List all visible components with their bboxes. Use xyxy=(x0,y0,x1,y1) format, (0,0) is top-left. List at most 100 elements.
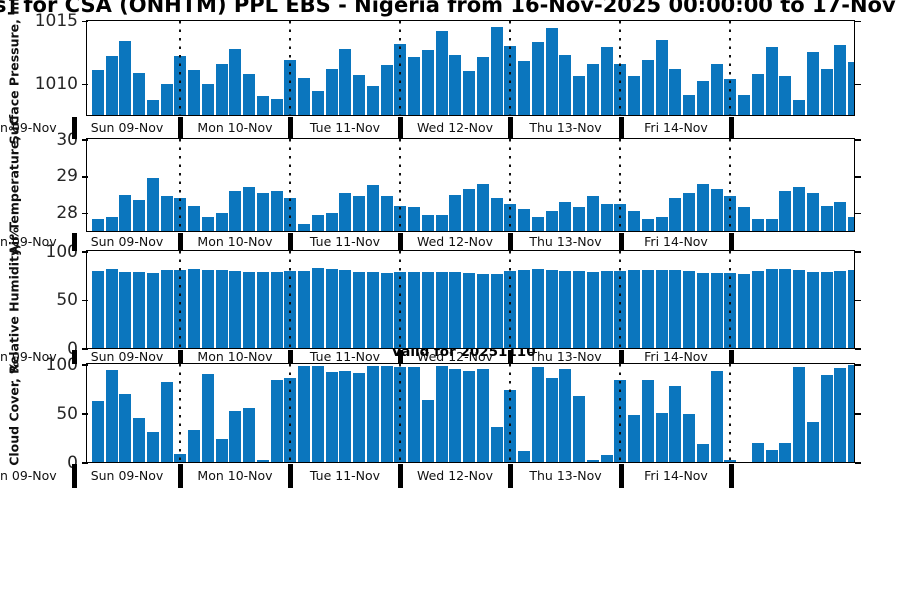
bar xyxy=(133,418,146,463)
y-tick-label: 50 xyxy=(56,290,78,310)
bar xyxy=(325,212,338,232)
bar xyxy=(779,268,792,349)
bar xyxy=(449,54,462,116)
bar xyxy=(518,61,531,116)
bar xyxy=(559,270,572,349)
y-tick-mark xyxy=(855,176,861,178)
bar xyxy=(545,211,558,232)
y-tick-label: 0 xyxy=(67,452,78,473)
day-separator-tick xyxy=(618,464,624,488)
day-separator-tick xyxy=(618,233,624,251)
bar xyxy=(91,400,104,463)
bar xyxy=(573,76,586,116)
x-axis-clipped-day-label: n 09-Nov xyxy=(0,349,57,364)
x-axis-day-label: Fri 14-Nov xyxy=(644,234,708,249)
day-separator-tick xyxy=(287,117,293,139)
bar xyxy=(201,374,214,463)
day-boundary-line xyxy=(289,364,292,463)
bar xyxy=(490,427,503,463)
x-axis-day-label: Mon 10-Nov xyxy=(197,468,273,483)
bar xyxy=(834,201,847,232)
bar xyxy=(696,183,709,232)
bar xyxy=(449,194,462,232)
bar xyxy=(531,367,544,463)
y-tick-mark xyxy=(82,462,88,464)
bar xyxy=(793,269,806,349)
bar xyxy=(848,269,855,349)
bar xyxy=(105,216,118,232)
bar xyxy=(793,187,806,232)
bar xyxy=(738,95,751,116)
bar xyxy=(683,270,696,349)
bar xyxy=(765,47,778,116)
y-tick-mark xyxy=(82,20,88,23)
x-axis-day-label: Wed 12-Nov xyxy=(416,120,494,135)
day-separator-tick xyxy=(507,117,513,139)
bar xyxy=(353,271,366,349)
bar xyxy=(655,216,668,232)
day-separator-tick xyxy=(618,350,624,364)
day-separator-tick xyxy=(177,350,183,364)
bar xyxy=(476,183,489,232)
y-tick-mark xyxy=(855,299,861,302)
bar xyxy=(751,442,764,463)
bar xyxy=(215,269,228,349)
x-axis-day-label: Sun 09-Nov xyxy=(90,468,164,483)
y-tick-mark xyxy=(855,348,861,350)
x-axis-day-label: Thu 13-Nov xyxy=(529,349,602,364)
bar xyxy=(366,366,379,463)
bar xyxy=(435,30,448,116)
bar xyxy=(256,192,269,232)
day-boundary-line xyxy=(509,20,512,116)
day-boundary-line xyxy=(619,139,622,232)
bar xyxy=(820,375,833,463)
figure-title: s] for CSA (ONHTM) PPL EBS - Nigeria fro… xyxy=(0,0,896,17)
bar xyxy=(779,190,792,232)
x-axis-label-row: n 09-Nov Sun 09-Nov Mon 10-Nov Tue 11-Nov We… xyxy=(0,233,900,251)
bar xyxy=(600,203,613,232)
bar xyxy=(380,366,393,463)
y-tick-label: 50 xyxy=(56,403,78,424)
y-tick-label: 1010 xyxy=(34,74,78,94)
bar xyxy=(559,369,572,463)
bar xyxy=(215,212,228,232)
bar xyxy=(311,267,324,349)
y-tick-mark xyxy=(82,364,88,366)
bar xyxy=(696,81,709,116)
bar xyxy=(421,271,434,349)
bar xyxy=(628,76,641,116)
bar xyxy=(531,42,544,116)
bar xyxy=(119,271,132,349)
bar xyxy=(531,268,544,349)
bar xyxy=(806,271,819,349)
bar xyxy=(91,218,104,232)
bar xyxy=(243,187,256,232)
y-tick-mark xyxy=(855,364,861,366)
bar xyxy=(476,369,489,463)
bar xyxy=(641,59,654,116)
bar xyxy=(435,214,448,232)
x-axis-clipped-day-label: n 09-Nov xyxy=(0,120,57,135)
bar xyxy=(421,214,434,232)
bar xyxy=(848,216,855,232)
y-tick-label: 29 xyxy=(56,166,78,187)
bar xyxy=(160,269,173,349)
y-tick-mark xyxy=(855,413,861,415)
bar xyxy=(243,271,256,349)
day-separator-tick xyxy=(618,117,624,139)
y-tick-mark xyxy=(855,251,861,253)
day-boundary-line xyxy=(399,251,402,349)
bar xyxy=(655,39,668,116)
day-separator-tick xyxy=(71,464,77,488)
bar xyxy=(435,271,448,349)
day-separator-tick xyxy=(728,350,734,364)
bar xyxy=(545,28,558,116)
day-boundary-line xyxy=(179,251,182,349)
day-separator-tick xyxy=(728,233,734,251)
y-tick-mark xyxy=(82,139,88,141)
bar xyxy=(683,414,696,463)
bar xyxy=(490,198,503,232)
bar xyxy=(463,189,476,232)
bar xyxy=(270,190,283,232)
